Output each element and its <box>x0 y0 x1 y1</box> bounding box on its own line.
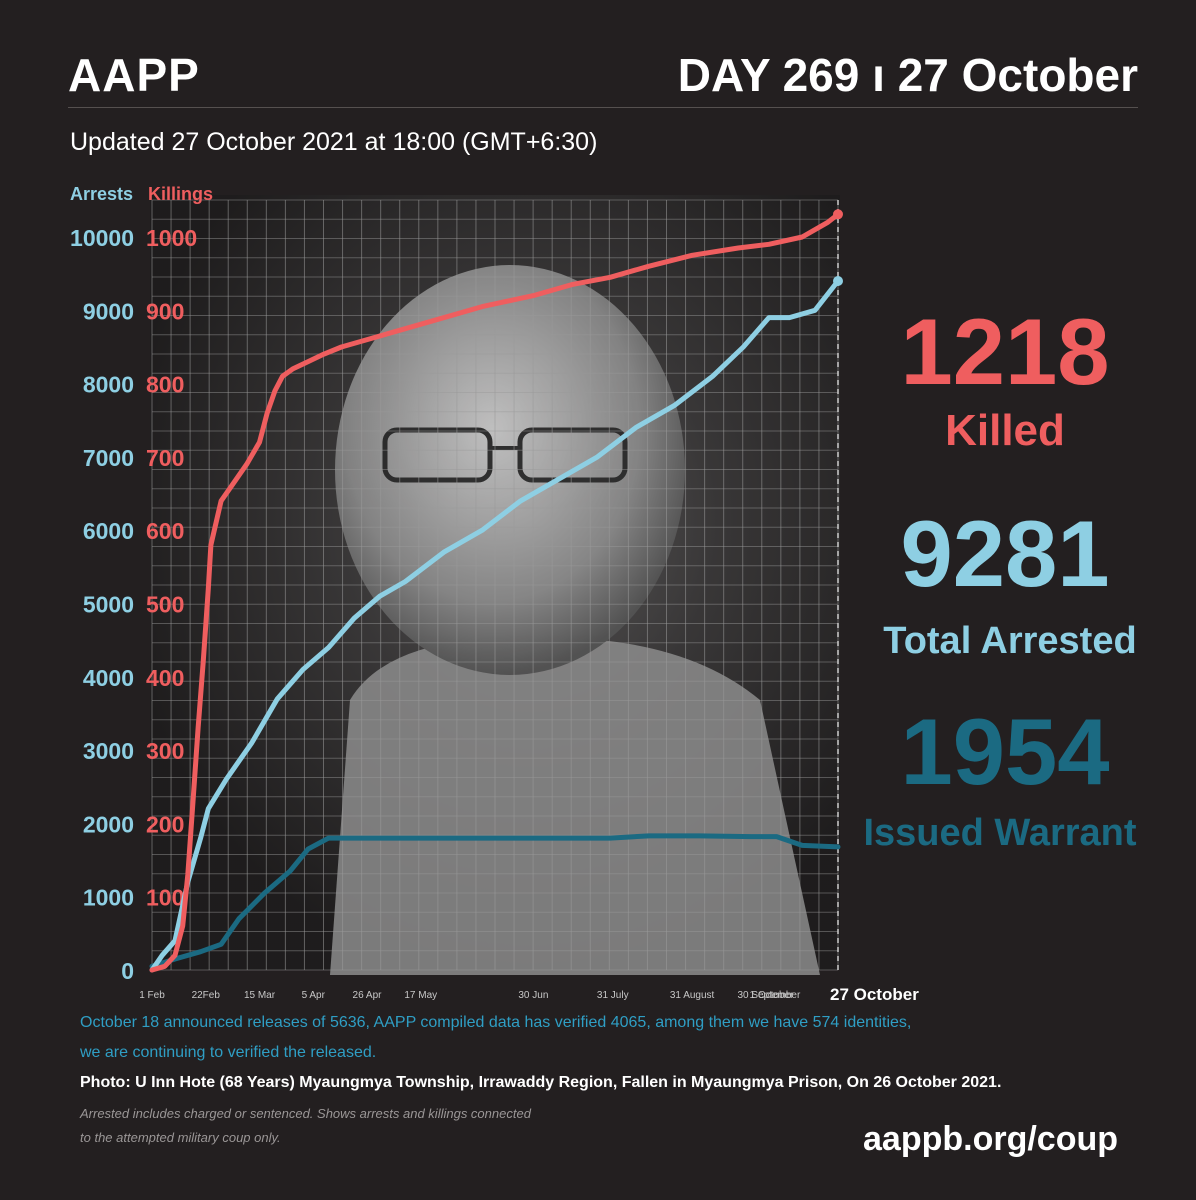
photo-caption: Photo: U Inn Hote (68 Years) Myaungmya T… <box>80 1074 1002 1091</box>
warrant-count: 1954 <box>900 699 1110 804</box>
x-tick-label: 27 October <box>830 985 919 1004</box>
x-tick-label: 31 August <box>670 990 715 1001</box>
killings-endpoint <box>833 209 843 220</box>
x-tick-label: 15 Mar <box>244 990 276 1001</box>
killings-tick-label: 900 <box>146 298 184 324</box>
arrests-tick-label: 2000 <box>83 811 134 837</box>
killings-axis: 100 200 300 400 500 600 700 800 900 1000 <box>146 225 197 911</box>
website-link[interactable]: aappb.org/coup <box>863 1120 1118 1158</box>
disclaimer-line2: to the attempted military coup only. <box>80 1130 281 1145</box>
arrests-tick-label: 8000 <box>83 372 134 398</box>
x-tick-label: 30 Jun <box>518 990 548 1001</box>
chart-grid <box>151 199 839 971</box>
killed-count: 1218 <box>900 299 1110 404</box>
killings-tick-label: 100 <box>146 885 184 911</box>
arrests-tick-label: 5000 <box>83 592 134 618</box>
x-tick-label: 31 July <box>597 990 629 1001</box>
killings-tick-label: 600 <box>146 518 184 544</box>
killings-tick-label: 300 <box>146 738 184 764</box>
release-note-line2: we are continuing to verified the releas… <box>80 1044 377 1061</box>
killings-series-line <box>149 211 841 973</box>
arrests-tick-label: 9000 <box>83 298 134 324</box>
x-tick-label: 26 Apr <box>353 990 383 1001</box>
disclaimer-line1: Arrested includes charged or sentenced. … <box>80 1106 531 1121</box>
x-tick-label: 30 September <box>737 990 800 1001</box>
arrests-tick-label: 4000 <box>83 665 134 691</box>
x-axis: 1 Feb 22Feb 15 Mar 5 Apr 26 Apr 17 May 30 Jun 3… <box>139 985 919 1004</box>
arrests-axis: 0 1000 2000 3000 4000 5000 6000 7000 8000 9000 100… <box>70 225 134 984</box>
killings-tick-label: 700 <box>146 445 184 471</box>
x-tick-label: 1 October <box>749 990 794 1001</box>
issued-warrant-series-line <box>149 833 841 969</box>
killings-tick-label: 500 <box>146 592 184 618</box>
arrests-tick-label: 1000 <box>83 885 134 911</box>
x-tick-label: 1 Feb <box>139 990 165 1001</box>
arrests-tick-label: 6000 <box>83 518 134 544</box>
x-tick-label: 5 Apr <box>302 990 326 1001</box>
portrait-silhouette <box>330 265 820 975</box>
arrests-tick-label: 10000 <box>70 225 134 251</box>
x-tick-label: 22Feb <box>192 990 221 1001</box>
updated-timestamp: Updated 27 October 2021 at 18:00 (GMT+6:… <box>70 128 598 156</box>
killed-label: Killed <box>945 406 1065 455</box>
arrests-tick-label: 0 <box>121 958 134 984</box>
arrests-axis-title: Arrests <box>70 184 133 204</box>
killings-tick-label: 1000 <box>146 225 197 251</box>
arrests-endpoint <box>833 275 843 286</box>
cumulative-line-chart: 0 1000 2000 3000 4000 5000 6000 7000 8000 9000 100… <box>70 184 919 1004</box>
header-divider <box>68 107 1138 108</box>
killings-tick-label: 800 <box>146 372 184 398</box>
arrests-tick-label: 3000 <box>83 738 134 764</box>
series-lines <box>149 209 843 973</box>
arrests-tick-label: 7000 <box>83 445 134 471</box>
arrests-series-line <box>149 278 841 973</box>
release-note-line1: October 18 announced releases of 5636, A… <box>80 1014 912 1031</box>
killings-tick-label: 400 <box>146 665 184 691</box>
x-tick-label: 17 May <box>404 990 437 1001</box>
arrested-label: Total Arrested <box>883 620 1137 662</box>
killings-axis-title: Killings <box>148 184 213 204</box>
day-counter-title: DAY 269 ı 27 October <box>677 49 1138 101</box>
brand-logo-text: AAPP <box>68 49 200 101</box>
killings-tick-label: 200 <box>146 811 184 837</box>
warrant-label: Issued Warrant <box>863 812 1137 854</box>
arrested-count: 9281 <box>900 501 1110 606</box>
